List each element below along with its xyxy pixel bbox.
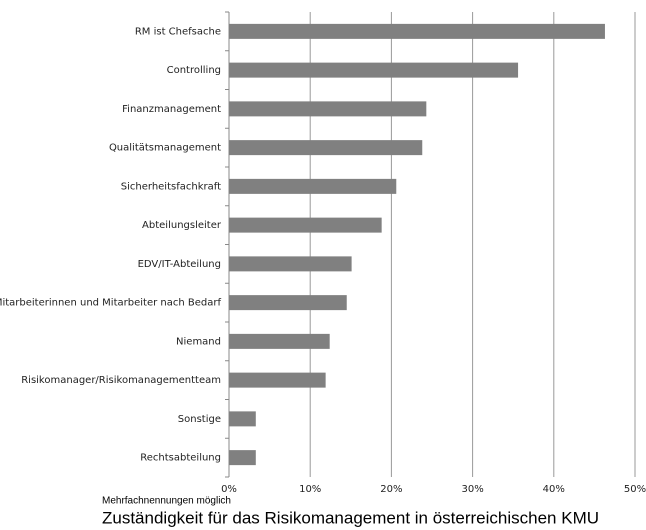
x-tick-label: 40%	[543, 484, 565, 495]
bar	[229, 217, 382, 233]
x-tick-label: 0%	[221, 484, 237, 495]
x-tick-label: 10%	[299, 484, 321, 495]
x-tick-label: 20%	[380, 484, 402, 495]
chart-note: Mehrfachnennungen möglich	[102, 496, 231, 507]
y-tick-label: Risikomanager/Risikomanagementteam	[21, 375, 221, 386]
y-tick-label: Niemand	[176, 336, 221, 347]
x-tick-label: 50%	[624, 484, 646, 495]
y-tick-label: Abteilungsleiter	[142, 220, 222, 231]
y-tick-label: EDV/IT-Abteilung	[138, 259, 221, 270]
bar	[229, 23, 605, 39]
y-tick-label: Sonstige	[178, 414, 221, 425]
bar	[229, 295, 347, 311]
bar	[229, 372, 326, 388]
y-tick-label: Rechtsabteilung	[140, 453, 221, 464]
bar	[229, 101, 427, 117]
y-tick-label: Mitarbeiterinnen und Mitarbeiter nach Be…	[0, 298, 221, 309]
y-tick-label: Finanzmanagement	[122, 104, 221, 115]
chart-title: Zuständigkeit für das Risikomanagement i…	[102, 508, 599, 527]
bar	[229, 411, 256, 427]
bar	[229, 140, 423, 156]
bar	[229, 450, 256, 466]
y-tick-label: Controlling	[167, 65, 221, 76]
bar	[229, 256, 352, 272]
bar	[229, 333, 330, 349]
y-tick-label: RM ist Chefsache	[135, 26, 221, 37]
x-tick-label: 30%	[461, 484, 483, 495]
y-tick-label: Qualitätsmanagement	[109, 143, 221, 154]
y-tick-label: Sicherheitsfachkraft	[121, 181, 221, 192]
bar	[229, 62, 519, 78]
bar	[229, 178, 397, 194]
